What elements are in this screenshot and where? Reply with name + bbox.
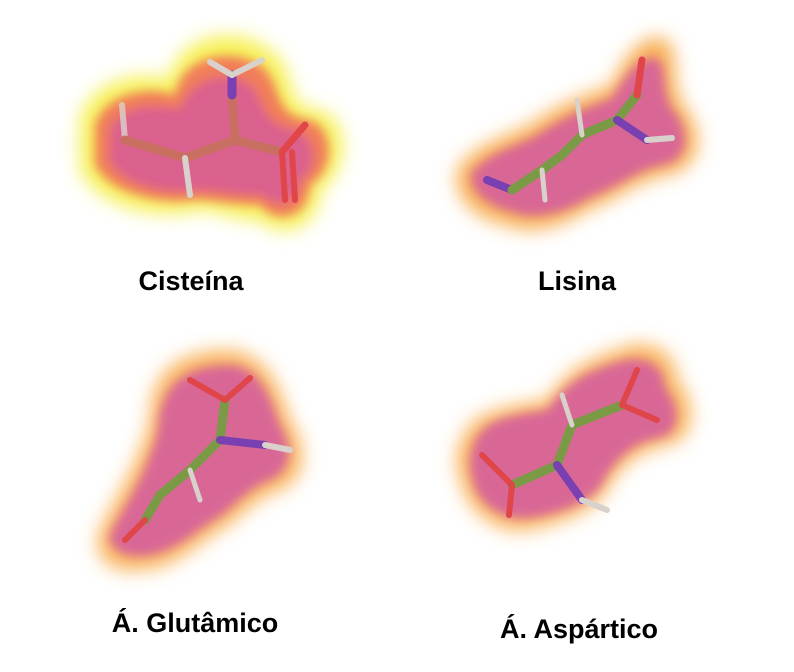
molecule-image-cysteine xyxy=(80,35,343,230)
molecule-image-aspartic-acid xyxy=(456,344,691,531)
molecule-label-glutamic-acid: Á. Glutâmico xyxy=(111,608,279,638)
molecule-panel-glutamic-acid: Á. Glutâmico xyxy=(0,310,397,672)
molecule-image-glutamic-acid xyxy=(97,350,303,571)
molecule-image-lysine xyxy=(456,37,698,230)
molecule-panel-cysteine: Cisteína xyxy=(0,0,397,310)
molecule-panel-aspartic-acid: Á. Aspártico xyxy=(397,310,794,672)
molecule-label-cysteine: Cisteína xyxy=(138,266,244,296)
molecule-panel-lysine: Lisina xyxy=(397,0,794,310)
molecule-label-lysine: Lisina xyxy=(537,266,617,296)
molecule-label-aspartic-acid: Á. Aspártico xyxy=(499,614,659,644)
